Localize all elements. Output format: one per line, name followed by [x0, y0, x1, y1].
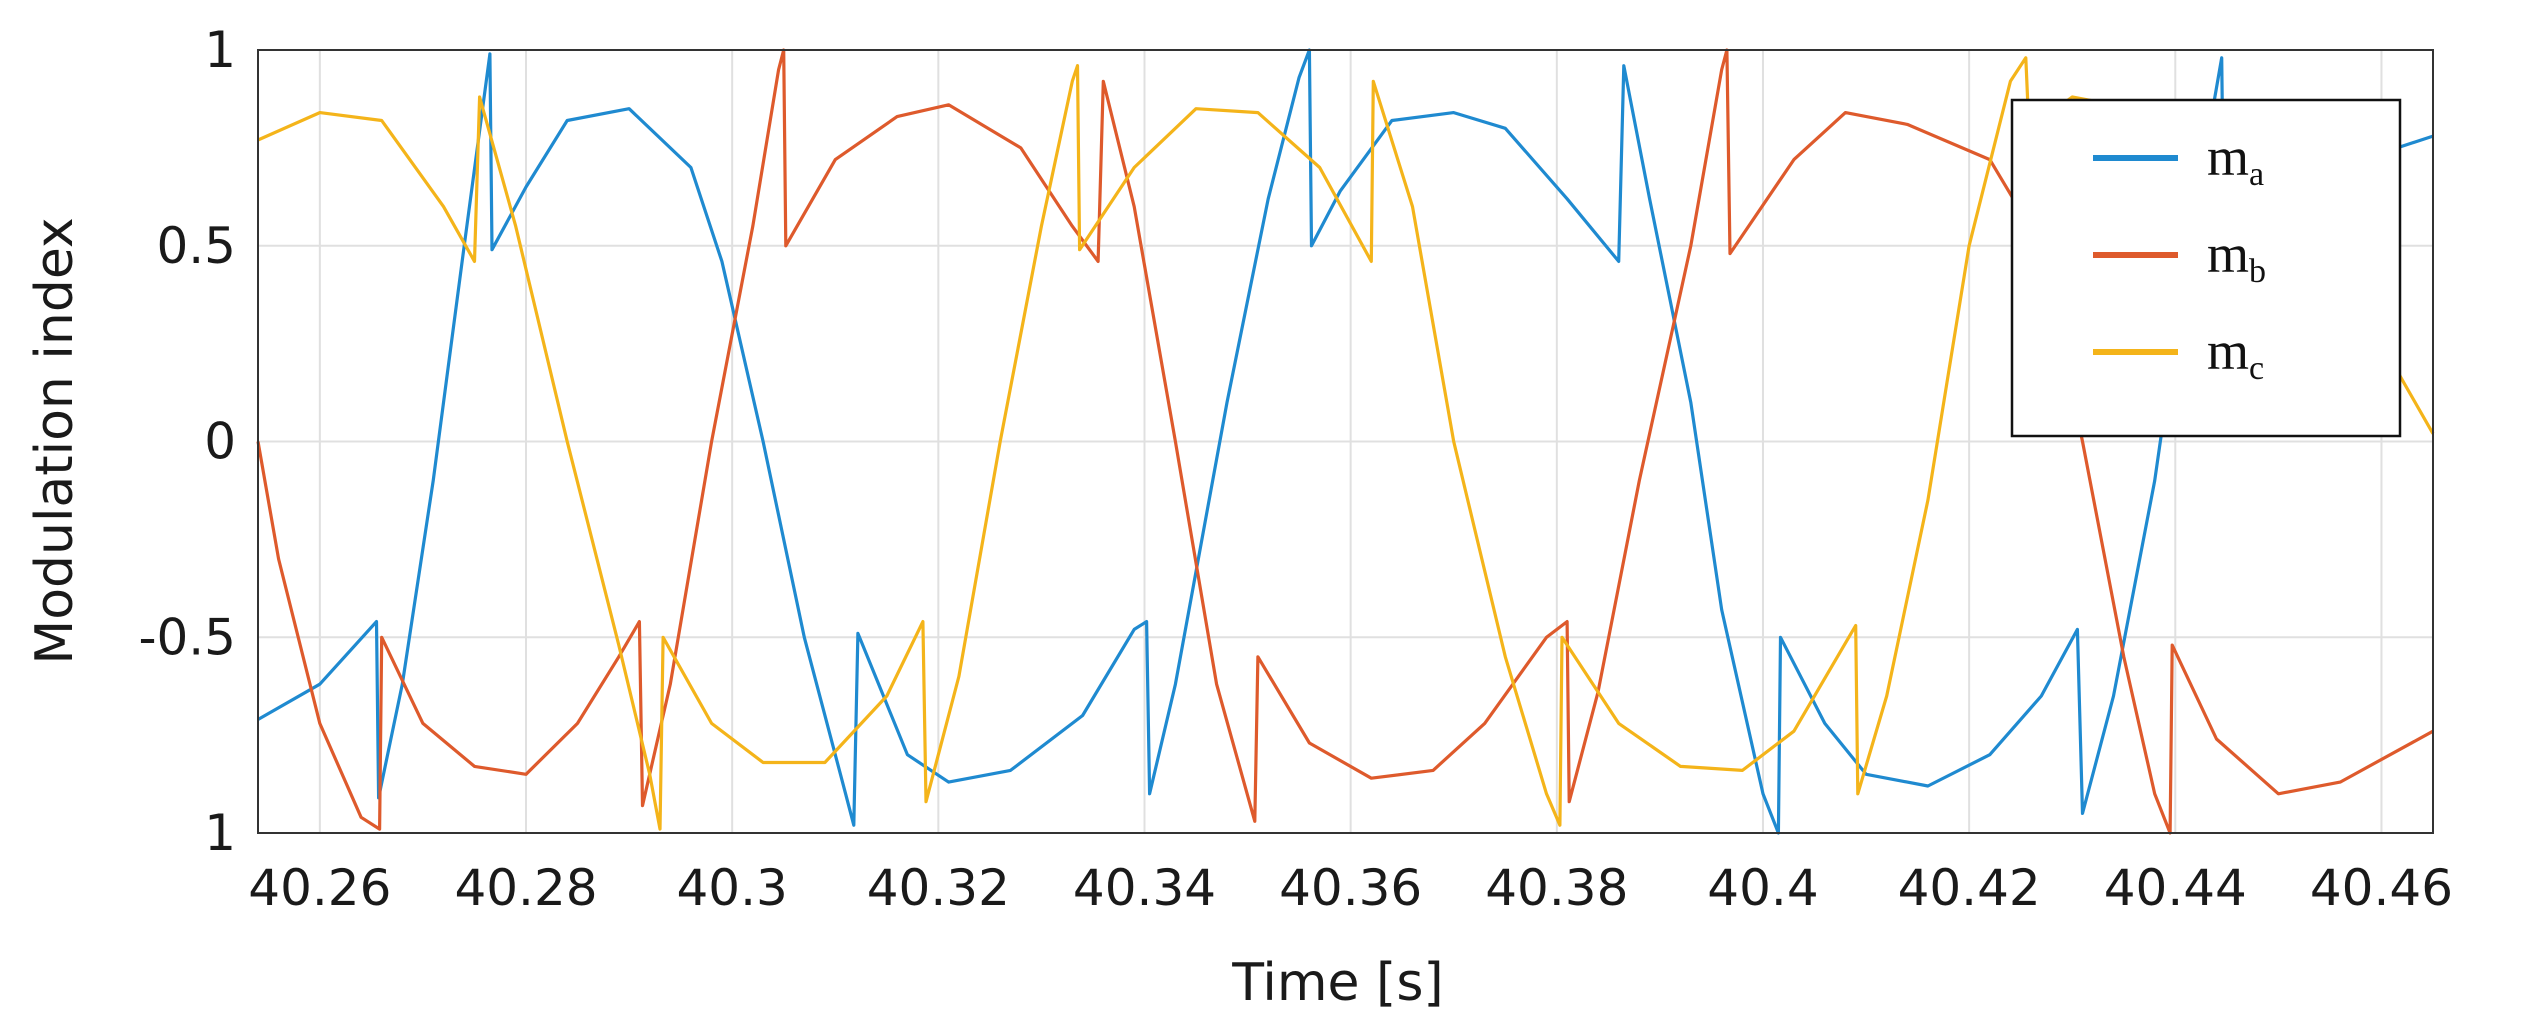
y-tick-label: 1 — [204, 21, 236, 79]
series-line-mc — [257, 56, 2435, 831]
x-tick-label: 40.34 — [1073, 859, 1216, 917]
plot-border — [257, 49, 2434, 834]
x-tick-label: 40.42 — [1898, 859, 2041, 917]
x-tick-labels: 40.26 40.28 40.3 40.32 40.34 40.36 40.38 40.4 40… — [248, 859, 2453, 917]
x-tick-label: 40.26 — [248, 859, 391, 917]
legend-label-ma: ma — [2207, 127, 2264, 193]
series-line-ma — [257, 48, 2434, 835]
x-tick-label: 40.36 — [1279, 859, 1422, 917]
x-tick-label: 40.46 — [2310, 859, 2453, 917]
y-tick-label: 0 — [204, 413, 236, 471]
legend-label-mc: mc — [2207, 321, 2264, 387]
x-tick-label: 40.3 — [677, 859, 788, 917]
x-tick-label: 40.44 — [2104, 859, 2247, 917]
y-tick-labels: 1 0.5 0 -0.5 1 — [138, 21, 236, 862]
legend-box — [2010, 98, 2402, 438]
legend: ma mb mc — [2010, 98, 2402, 438]
y-tick-label: 1 — [204, 804, 236, 862]
x-tick-label: 40.32 — [867, 859, 1010, 917]
y-tick-label: -0.5 — [138, 608, 236, 666]
x-tick-label: 40.38 — [1485, 859, 1628, 917]
y-axis-label: Modulation index — [25, 217, 85, 664]
y-tick-label: 0.5 — [156, 217, 236, 275]
x-tick-label: 40.4 — [1707, 859, 1818, 917]
x-tick-label: 40.28 — [454, 859, 597, 917]
x-axis-label: Time [s] — [1231, 953, 1443, 1013]
legend-label-mb: mb — [2207, 224, 2266, 290]
